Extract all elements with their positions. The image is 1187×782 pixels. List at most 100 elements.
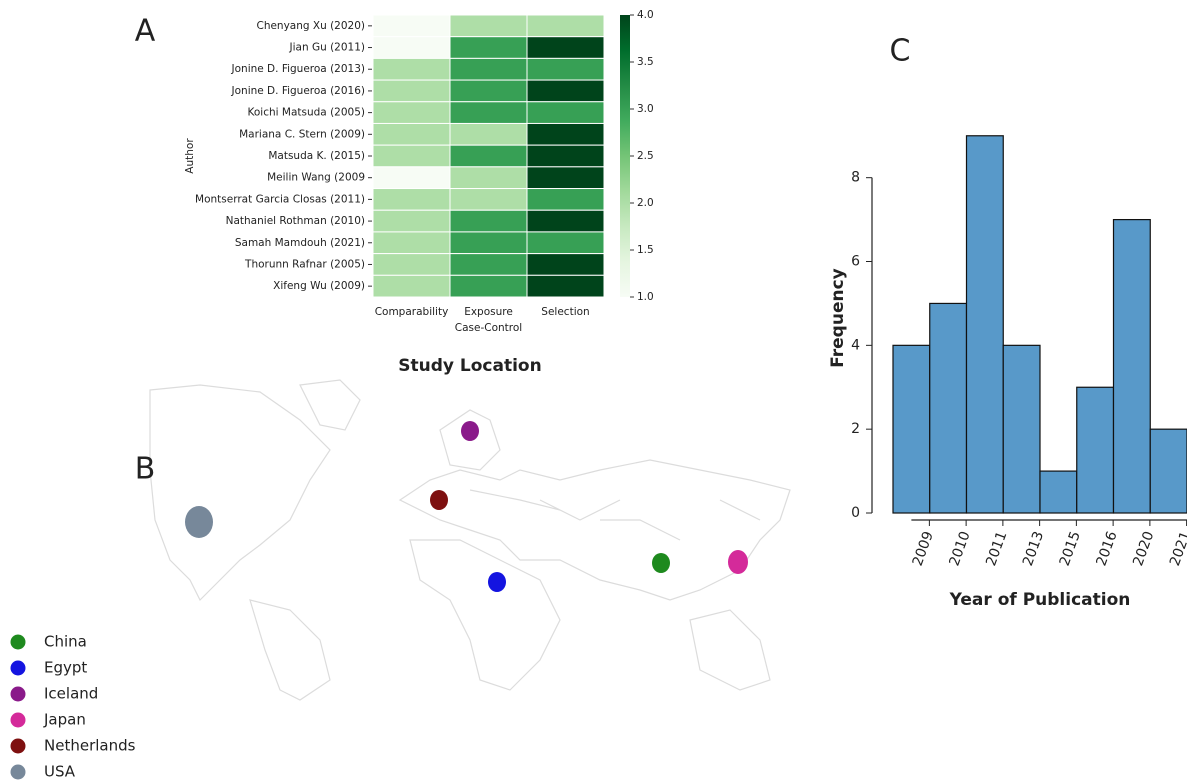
colorbar-tick-label: 4.0 bbox=[637, 9, 654, 21]
colorbar-tick-label: 2.0 bbox=[637, 197, 654, 209]
y-axis-label: Author bbox=[184, 138, 196, 174]
location-marker bbox=[461, 421, 479, 441]
heat-cell bbox=[372, 144, 451, 168]
panel-label: C bbox=[890, 34, 911, 69]
heat-cell bbox=[449, 101, 528, 124]
heat-cell bbox=[449, 231, 528, 255]
heat-cell bbox=[526, 14, 605, 38]
x-tick-label: 2015 bbox=[1057, 529, 1084, 568]
row-label: Jonine D. Figueroa (2013) bbox=[231, 63, 365, 75]
heat-cell bbox=[526, 188, 605, 211]
bar bbox=[1076, 386, 1115, 514]
heat-cell bbox=[372, 188, 451, 211]
bar bbox=[1149, 428, 1187, 514]
x-tick-label: 2013 bbox=[1020, 529, 1047, 568]
column-label: Selection bbox=[541, 306, 589, 318]
row-label: Mariana C. Stern (2009) bbox=[239, 128, 365, 140]
world-outline bbox=[149, 379, 791, 701]
bar bbox=[929, 302, 968, 514]
x-tick-label: 2016 bbox=[1093, 529, 1120, 568]
row-label: Samah Mamdouh (2021) bbox=[235, 237, 365, 249]
x-axis-label: Year of Publication bbox=[949, 590, 1131, 610]
heat-cell bbox=[449, 253, 528, 276]
row-label: Chenyang Xu (2020) bbox=[256, 20, 365, 32]
colorbar-tick-label: 3.0 bbox=[637, 103, 654, 115]
legend-marker bbox=[10, 634, 26, 650]
legend-marker bbox=[10, 712, 26, 728]
y-tick-label: 0 bbox=[851, 505, 860, 521]
heat-cell bbox=[449, 57, 528, 81]
legend-marker bbox=[10, 660, 26, 676]
bar bbox=[1112, 218, 1151, 514]
y-tick-label: 4 bbox=[851, 337, 860, 353]
legend-label: USA bbox=[44, 763, 76, 781]
bar bbox=[965, 135, 1004, 514]
heat-cell bbox=[372, 36, 451, 59]
row-label: Jonine D. Figueroa (2016) bbox=[231, 85, 365, 97]
row-label: Koichi Matsuda (2005) bbox=[248, 107, 365, 119]
x-tick-label: 2021 bbox=[1167, 529, 1187, 568]
heat-cell bbox=[526, 57, 605, 81]
heat-cell bbox=[372, 209, 451, 233]
heat-cell bbox=[526, 101, 605, 124]
heat-cell bbox=[526, 166, 605, 190]
heat-cell bbox=[449, 14, 528, 38]
y-tick-label: 2 bbox=[851, 421, 860, 437]
heat-cell bbox=[526, 231, 605, 255]
legend-label: Netherlands bbox=[44, 737, 136, 755]
legend-marker bbox=[10, 764, 26, 780]
heat-cell bbox=[526, 36, 605, 59]
heat-cell bbox=[449, 274, 528, 298]
heat-cell bbox=[449, 122, 528, 146]
heat-cell bbox=[526, 274, 605, 298]
legend-label: Egypt bbox=[44, 659, 87, 677]
heat-cell bbox=[449, 166, 528, 190]
legend-label: Iceland bbox=[44, 685, 98, 703]
location-marker bbox=[185, 506, 213, 538]
row-label: Montserrat Garcia Closas (2011) bbox=[195, 193, 365, 205]
y-axis-label: Frequency bbox=[828, 268, 848, 368]
heat-cell bbox=[372, 79, 451, 103]
colorbar bbox=[620, 15, 630, 297]
heat-cell bbox=[372, 57, 451, 81]
row-label: Nathaniel Rothman (2010) bbox=[226, 215, 365, 227]
row-label: Thorunn Rafnar (2005) bbox=[244, 258, 365, 270]
colorbar-tick-label: 1.0 bbox=[637, 291, 654, 303]
heat-cell bbox=[372, 231, 451, 255]
heat-cell bbox=[372, 14, 451, 38]
heat-cell bbox=[372, 101, 451, 124]
heat-cell bbox=[372, 166, 451, 190]
heat-cell bbox=[449, 144, 528, 168]
colorbar-tick-label: 1.5 bbox=[637, 244, 654, 256]
row-label: Meilin Wang (2009 bbox=[267, 172, 365, 184]
heat-cell bbox=[372, 253, 451, 276]
colorbar-tick-label: 3.5 bbox=[637, 56, 654, 68]
bar bbox=[1039, 470, 1078, 514]
heat-cell bbox=[449, 188, 528, 211]
x-tick-label: 2009 bbox=[910, 529, 937, 568]
heat-cell bbox=[526, 122, 605, 146]
heat-cell bbox=[372, 122, 451, 146]
heat-cell bbox=[526, 144, 605, 168]
heat-cell bbox=[372, 274, 451, 298]
bar bbox=[892, 344, 931, 514]
x-tick-label: 2010 bbox=[946, 529, 973, 568]
heat-cell bbox=[449, 209, 528, 233]
bar bbox=[1002, 344, 1041, 514]
panel-label: B bbox=[135, 452, 156, 487]
row-label: Jian Gu (2011) bbox=[289, 42, 365, 54]
heat-cell bbox=[526, 253, 605, 276]
x-tick-label: 2020 bbox=[1130, 529, 1157, 568]
colorbar-tick-label: 2.5 bbox=[637, 150, 654, 162]
location-marker bbox=[488, 572, 506, 592]
y-tick-label: 8 bbox=[851, 170, 860, 186]
location-marker bbox=[652, 553, 670, 573]
legend-marker bbox=[10, 686, 26, 702]
map-title: Study Location bbox=[398, 356, 541, 376]
heat-cell bbox=[526, 209, 605, 233]
row-label: Matsuda K. (2015) bbox=[268, 150, 365, 162]
legend-label: Japan bbox=[43, 711, 86, 729]
panel-label: A bbox=[135, 14, 156, 49]
